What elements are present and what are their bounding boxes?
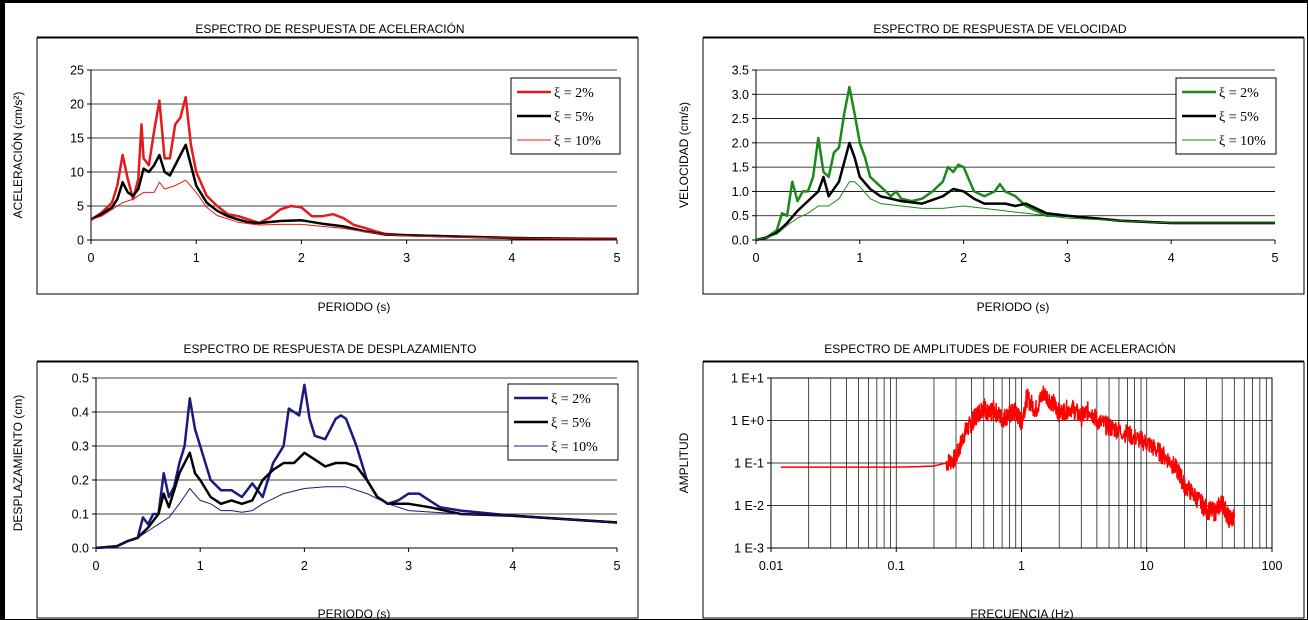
chart-2: ESPECTRO DE RESPUESTA DE VELOCIDAD 0.0 0.5… — [677, 22, 1305, 314]
y-tick-label: 2.0 — [732, 136, 749, 150]
series-line-1 — [91, 95, 618, 241]
x-tick-label: 1 — [193, 251, 200, 265]
x-tick-label: 3 — [403, 251, 410, 265]
x-tick-label: 0 — [753, 251, 760, 265]
x-axis-label: PERIODO (s) — [318, 300, 391, 314]
y-tick-label: 0.3 — [72, 440, 89, 454]
y-axis-label: VELOCIDAD (cm/s) — [677, 102, 691, 208]
x-tick-label: 5 — [614, 559, 621, 573]
x-tick-label: 0 — [93, 559, 100, 573]
y-tick-label: 10 — [70, 166, 84, 180]
x-tick-label: 0.01 — [759, 559, 783, 573]
x-tick-label: 3 — [1064, 251, 1071, 265]
y-axis-label: AMPLITUD — [677, 432, 691, 493]
x-tick-label: 4 — [508, 251, 515, 265]
x-tick-label: 2 — [298, 251, 305, 265]
chart-title: ESPECTRO DE RESPUESTA DE VELOCIDAD — [873, 22, 1127, 36]
y-tick-label: 15 — [70, 132, 84, 146]
series-line-3 — [96, 486, 618, 549]
legend-label: ξ = 5% — [551, 416, 591, 431]
series-line-1 — [780, 385, 1236, 529]
x-axis-label: FRECUENCIA (Hz) — [970, 607, 1073, 620]
y-tick-label: 0.0 — [72, 542, 89, 556]
y-tick-label: 3.5 — [732, 64, 749, 78]
y-tick-label: 5 — [77, 200, 84, 214]
chart-frame — [702, 37, 1305, 295]
legend-label: ξ = 5% — [1219, 110, 1259, 125]
x-tick-label: 10 — [1140, 559, 1154, 573]
legend: ξ = 2% ξ = 5% ξ = 10% — [1175, 77, 1277, 155]
y-tick-label: 0.5 — [732, 209, 749, 223]
chart-title: ESPECTRO DE RESPUESTA DE DESPLAZAMIENTO — [184, 342, 477, 356]
y-tick-label: 0.1 — [72, 508, 89, 522]
legend-label: ξ = 2% — [551, 392, 591, 407]
x-tick-label: 1 — [1018, 559, 1025, 573]
x-tick-label: 1 — [197, 559, 204, 573]
y-tick-label: 1 E-3 — [734, 542, 764, 556]
x-tick-label: 0 — [88, 251, 95, 265]
y-tick-label: 1 E+1 — [731, 372, 764, 386]
x-axis-label: PERIODO (s) — [318, 607, 391, 620]
y-tick-label: 1.5 — [732, 161, 749, 175]
y-tick-label: 0 — [77, 234, 84, 248]
legend-label: ξ = 5% — [554, 110, 594, 125]
x-tick-label: 5 — [1272, 251, 1279, 265]
series-line-2 — [96, 451, 618, 549]
series-line-3 — [91, 179, 618, 240]
x-axis-label: PERIODO (s) — [977, 300, 1050, 314]
series-line-1 — [756, 85, 1275, 241]
x-tick-label: 5 — [614, 251, 621, 265]
legend: ξ = 2% ξ = 5% ξ = 10% — [507, 383, 619, 461]
legend-label: ξ = 2% — [554, 86, 594, 101]
top-border — [0, 0, 1308, 3]
y-tick-label: 3.0 — [732, 88, 749, 102]
chart-3: ESPECTRO DE RESPUESTA DE DESPLAZAMIENTO 0… — [11, 342, 639, 620]
legend-label: ξ = 10% — [554, 134, 601, 149]
y-axis-label: DESPLAZAMIENTO (cm) — [11, 395, 25, 531]
x-tick-label: 3 — [405, 559, 412, 573]
y-tick-label: 1 E+0 — [731, 414, 764, 428]
x-tick-label: 0.1 — [888, 559, 905, 573]
y-tick-label: 2.5 — [732, 112, 749, 126]
legend-label: ξ = 2% — [1219, 86, 1259, 101]
series-line-2 — [756, 141, 1275, 241]
chart-1: ESPECTRO DE RESPUESTA DE ACELERACIÓN0510… — [10, 21, 639, 314]
y-tick-label: 1 E-2 — [734, 499, 764, 513]
legend-label: ξ = 10% — [1219, 134, 1266, 149]
x-tick-label: 2 — [301, 559, 308, 573]
chart-frame — [36, 37, 639, 295]
x-tick-label: 2 — [960, 251, 967, 265]
chart-title: ESPECTRO DE AMPLITUDES DE FOURIER DE ACE… — [824, 341, 1175, 356]
legend: ξ = 2% ξ = 5% ξ = 10% — [510, 77, 621, 155]
y-tick-label: 20 — [70, 98, 84, 112]
chart-4: ESPECTRO DE AMPLITUDES DE FOURIER DE ACE… — [677, 341, 1305, 620]
left-border — [0, 0, 5, 620]
x-tick-label: 4 — [509, 559, 516, 573]
chart-title: ESPECTRO DE RESPUESTA DE ACELERACIÓN — [195, 21, 464, 36]
y-tick-label: 1.0 — [732, 185, 749, 199]
x-tick-label: 4 — [1168, 251, 1175, 265]
y-tick-label: 25 — [70, 64, 84, 78]
y-tick-label: 0.0 — [732, 234, 749, 248]
series-line-3 — [756, 181, 1275, 241]
series-line-1 — [96, 383, 618, 549]
x-tick-label: 1 — [856, 251, 863, 265]
y-tick-label: 1 E-1 — [734, 457, 764, 471]
y-axis-label: ACELERACIÓN (cm/s²) — [10, 92, 25, 219]
x-tick-label: 100 — [1262, 559, 1283, 573]
y-tick-label: 0.2 — [72, 474, 89, 488]
y-tick-label: 0.4 — [72, 406, 89, 420]
y-tick-label: 0.5 — [72, 372, 89, 386]
legend-label: ξ = 10% — [551, 440, 598, 455]
